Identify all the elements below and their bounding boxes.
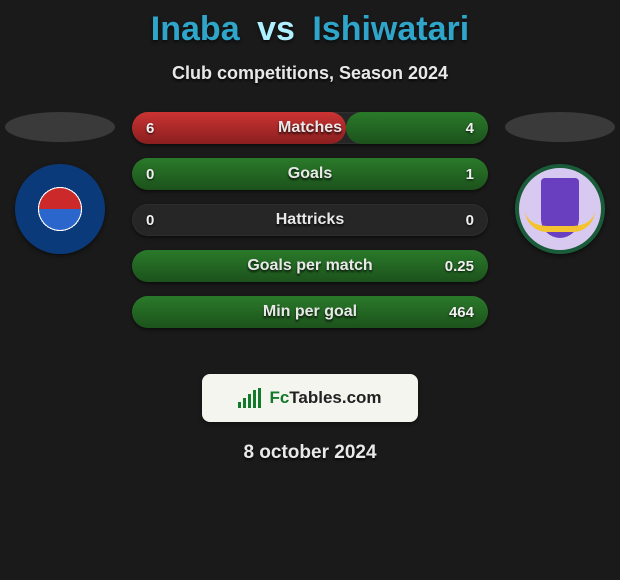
stat-value-right: 0.25 [445, 250, 474, 282]
brand-card: FcTables.com [202, 374, 418, 422]
brand-suffix: Tables.com [289, 388, 381, 407]
stat-value-right: 1 [466, 158, 474, 190]
stat-label: Matches [278, 119, 342, 137]
stat-value-left: 6 [146, 112, 154, 144]
stat-label: Hattricks [276, 211, 344, 229]
player2-head-icon [505, 112, 615, 142]
brand-prefix: Fc [269, 388, 289, 407]
stat-row: 0 0 Hattricks [132, 204, 488, 236]
stat-value-right: 464 [449, 296, 474, 328]
stat-value-right: 4 [466, 112, 474, 144]
stat-row: 464 Min per goal [132, 296, 488, 328]
brand-bars-icon [238, 388, 261, 408]
brand-text: FcTables.com [269, 388, 381, 408]
team2-badge-icon [515, 164, 605, 254]
stat-value-right: 0 [466, 204, 474, 236]
player2-name: Ishiwatari [312, 10, 469, 48]
stat-label: Goals per match [247, 257, 372, 275]
team1-badge-icon [15, 164, 105, 254]
player2-silhouette [500, 112, 620, 352]
stat-value-left: 0 [146, 158, 154, 190]
comparison-arena: 6 4 Matches 0 1 Goals 0 0 Hattricks 0.25 Goals per… [0, 112, 620, 352]
player1-silhouette [0, 112, 120, 352]
stat-row: 6 4 Matches [132, 112, 488, 144]
page-title: Inaba vs Ishiwatari [0, 0, 620, 49]
player1-head-icon [5, 112, 115, 142]
subtitle: Club competitions, Season 2024 [0, 63, 620, 84]
stat-rows: 6 4 Matches 0 1 Goals 0 0 Hattricks 0.25 Goals per… [132, 112, 488, 342]
stat-value-left: 0 [146, 204, 154, 236]
stat-row: 0.25 Goals per match [132, 250, 488, 282]
stat-label: Min per goal [263, 303, 357, 321]
stat-row: 0 1 Goals [132, 158, 488, 190]
player1-name: Inaba [151, 10, 240, 48]
vs-label: vs [257, 10, 295, 48]
footer-date: 8 october 2024 [0, 442, 620, 464]
stat-label: Goals [288, 165, 332, 183]
